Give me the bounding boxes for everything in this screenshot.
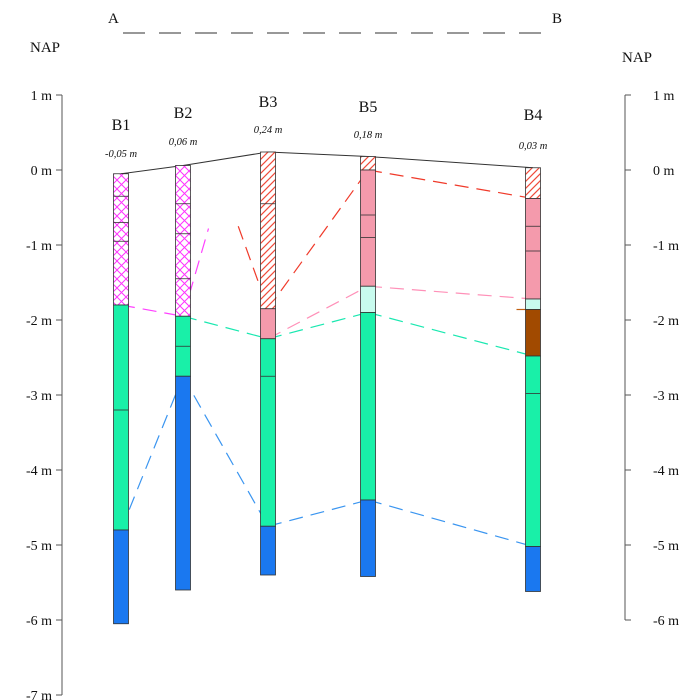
borehole-layer-sand [260, 338, 276, 527]
borehole-layer-hatch [360, 156, 376, 171]
borehole-surface-elevation: 0,06 m [169, 137, 198, 148]
right-datum-label: NAP [622, 50, 652, 66]
borehole-layer-hatch [525, 167, 541, 199]
borehole-layer-sand [525, 355, 541, 547]
borehole-name: B1 [112, 117, 131, 134]
borehole-name: B5 [359, 99, 378, 116]
borehole-b1: B1 -0,05 m [105, 117, 137, 625]
borehole-b2: B2 0,06 m [169, 105, 198, 591]
left-tick-label: -4 m [26, 464, 52, 479]
borehole-surface-elevation: 0,03 m [519, 141, 548, 152]
borehole-layer-sand [360, 312, 376, 501]
correlation-line-magenta [120, 304, 184, 317]
right-depth-axis: 1 m 0 m -1 m -2 m -3 m -4 m -5 m -6 m [624, 89, 679, 629]
right-tick-label: -1 m [653, 239, 679, 254]
borehole-surface-elevation: -0,05 m [105, 149, 137, 160]
borehole-layer-gravel [113, 529, 129, 625]
correlation-line-pink [267, 285, 369, 340]
borehole-layer-gravel [525, 546, 541, 592]
boreholes: B1 -0,05 m B2 0,06 m B3 0,24 m B5 0,18 m B4 0,03 … [105, 94, 548, 625]
borehole-b5: B5 0,18 m [354, 99, 383, 577]
borehole-b4: B4 0,03 m [519, 107, 548, 592]
right-tick-label: -5 m [653, 539, 679, 554]
borehole-layer-gravel [175, 375, 191, 591]
section-end-label: B [552, 11, 562, 27]
left-tick-label: -2 m [26, 314, 52, 329]
borehole-layer-peat [525, 198, 541, 300]
left-tick-label: 1 m [31, 89, 53, 104]
borehole-layer-fill [113, 173, 129, 306]
right-tick-label: -4 m [653, 464, 679, 479]
correlation-line-green [182, 315, 269, 340]
right-tick-label: 0 m [653, 164, 675, 179]
borehole-layer-light-sand [360, 285, 376, 313]
right-tick-label: 1 m [653, 89, 675, 104]
borehole-layer-gravel [260, 525, 276, 576]
borehole-surface-elevation: 0,24 m [254, 125, 283, 136]
section-start-label: A [108, 11, 119, 27]
correlation-line-blue [267, 499, 369, 527]
borehole-layer-peat [360, 169, 376, 287]
left-tick-label: 0 m [31, 164, 53, 179]
correlation-line-green [367, 311, 534, 357]
borehole-layer-clay [525, 309, 541, 357]
left-tick-label: -6 m [26, 614, 52, 629]
left-tick-label: -5 m [26, 539, 52, 554]
borehole-layer-gravel [360, 499, 376, 577]
borehole-layer-sand [113, 304, 129, 531]
correlation-line-blue [182, 375, 269, 527]
left-tick-label: -1 m [26, 239, 52, 254]
borehole-name: B2 [174, 105, 193, 122]
borehole-layer-light-sand [525, 298, 541, 310]
right-tick-label: -3 m [653, 389, 679, 404]
borehole-name: B4 [524, 107, 543, 124]
correlation-line-magenta [182, 228, 210, 317]
borehole-layer-fill [175, 165, 191, 317]
correlation-line-blue [367, 499, 534, 548]
correlation-line-green [267, 311, 369, 340]
borehole-layer-hatch [260, 151, 276, 310]
left-tick-label: -7 m [26, 689, 52, 700]
right-tick-label: -6 m [653, 614, 679, 629]
borehole-surface-elevation: 0,18 m [354, 130, 383, 141]
correlation-line-blue [120, 376, 184, 531]
right-tick-label: -2 m [653, 314, 679, 329]
borehole-b3: B3 0,24 m [254, 94, 283, 576]
section-line: A B [108, 11, 562, 34]
correlation-line-red [367, 169, 534, 200]
left-datum-label: NAP [30, 40, 60, 56]
left-depth-axis: 1 m 0 m -1 m -2 m -3 m -4 m -5 m -6 m -7 m [26, 89, 63, 700]
borehole-layer-peat [260, 308, 276, 340]
left-tick-label: -3 m [26, 389, 52, 404]
correlation-line-red [267, 169, 369, 310]
borehole-name: B3 [259, 94, 278, 111]
correlation-line-pink [367, 285, 534, 300]
